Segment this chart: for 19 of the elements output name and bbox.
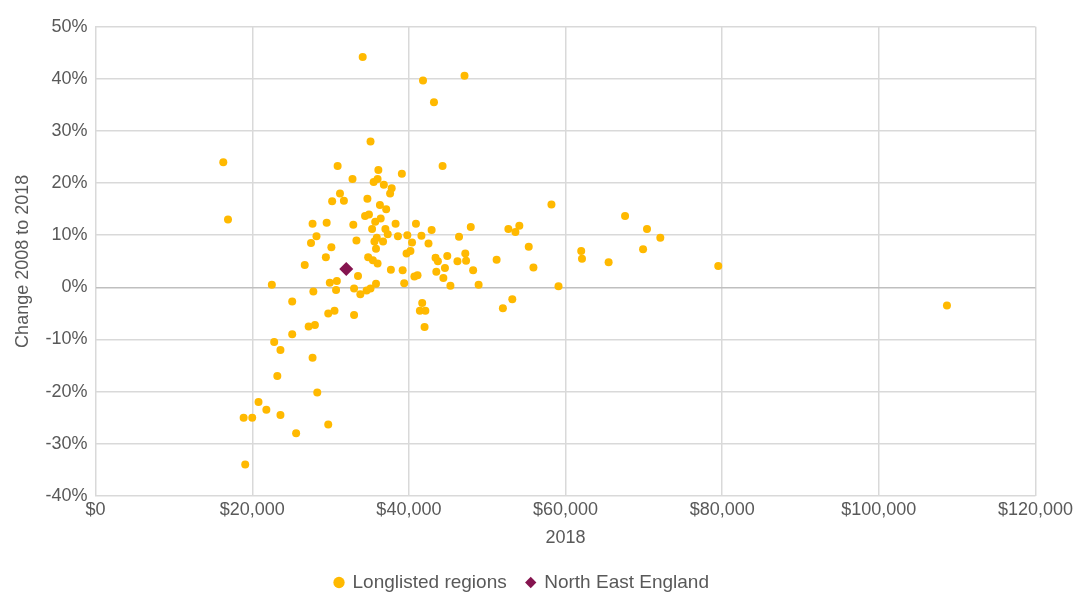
x-tick-label: $60,000 xyxy=(533,498,599,519)
x-axis-title: 2018 xyxy=(545,527,586,548)
x-tick-label: $120,000 xyxy=(997,498,1073,519)
y-tick-label: 20% xyxy=(51,172,88,193)
legend-label: North East England xyxy=(544,570,709,592)
x-tick-label: $100,000 xyxy=(841,498,917,519)
x-tick-label: $80,000 xyxy=(689,498,755,519)
y-tick-label: -20% xyxy=(45,380,88,401)
y-tick-label: -30% xyxy=(45,432,88,453)
y-tick-label: 0% xyxy=(61,276,88,297)
y-tick-label: -10% xyxy=(45,328,88,349)
legend-label: Longlisted regions xyxy=(352,570,507,592)
x-tick-label: $20,000 xyxy=(219,498,285,519)
y-axis-title: Change 2008 to 2018 xyxy=(11,174,32,348)
y-tick-label: 10% xyxy=(51,224,88,245)
y-tick-label: 50% xyxy=(51,15,88,36)
y-tick-label: 40% xyxy=(51,67,88,88)
x-tick-label: $40,000 xyxy=(376,498,442,519)
y-tick-label: 30% xyxy=(51,119,88,140)
